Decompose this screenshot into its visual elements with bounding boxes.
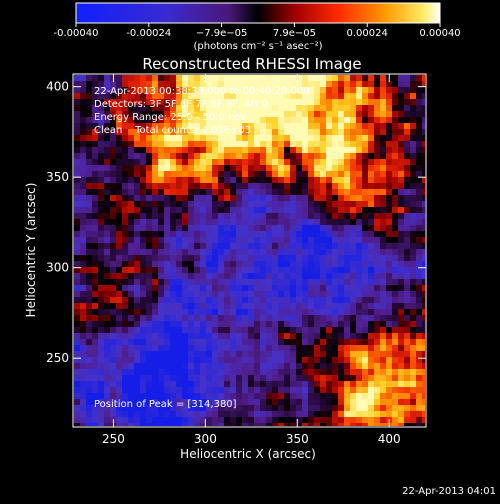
image-map bbox=[74, 75, 425, 426]
colorbar-tick-label: -0.00024 bbox=[126, 28, 171, 39]
y-tick-label: 250 bbox=[46, 351, 69, 365]
peak-position-label: Position of Peak = [314,380] bbox=[94, 399, 237, 410]
x-tick-label: 250 bbox=[102, 432, 125, 446]
colorbar-tick-label: 0.00040 bbox=[419, 28, 460, 39]
colorbar-tick-label: 7.9e−05 bbox=[273, 28, 316, 39]
y-tick-label: 400 bbox=[46, 80, 69, 94]
y-tick-label: 300 bbox=[46, 261, 69, 275]
annotation-detectors: Detectors: 3F 5F 6F 7F 8F 9F, Att 0 bbox=[94, 99, 268, 110]
x-tick-label: 300 bbox=[194, 432, 217, 446]
x-tick-label: 400 bbox=[378, 432, 401, 446]
colorbar-tick-label: -0.00040 bbox=[54, 28, 99, 39]
y-tick-label: 350 bbox=[46, 170, 69, 184]
colorbar-ticks: -0.00040 -0.00024 −7.9e−05 7.9e−05 0.00024 0.… bbox=[54, 23, 461, 39]
colorbar-tick-label: −7.9e−05 bbox=[196, 28, 248, 39]
annotation-energy: Energy Range: 25.0 - 50.0 keV bbox=[94, 112, 247, 123]
x-axis-label: Heliocentric X (arcsec) bbox=[180, 447, 316, 461]
colorbar bbox=[75, 2, 441, 24]
y-axis-label: Heliocentric Y (arcsec) bbox=[24, 183, 38, 318]
image-title: Reconstructed RHESSI Image bbox=[142, 55, 361, 73]
plot-frame bbox=[72, 73, 427, 428]
axis-ticks: 250 300 350 400 250 300 350 400 bbox=[46, 74, 426, 446]
x-tick-label: 350 bbox=[286, 432, 309, 446]
timestamp: 22-Apr-2013 04:01 bbox=[402, 486, 496, 497]
annotation-clean: Clean Total counts: 4.03E+03 bbox=[94, 125, 251, 136]
colorbar-tick-label: 0.00024 bbox=[347, 28, 388, 39]
colorbar-unit-label: (photons cm⁻² s⁻¹ asec⁻²) bbox=[193, 41, 322, 52]
annotation-time: 22-Apr-2013 00:38:38.000 to 00:40:28.000 bbox=[94, 86, 310, 97]
